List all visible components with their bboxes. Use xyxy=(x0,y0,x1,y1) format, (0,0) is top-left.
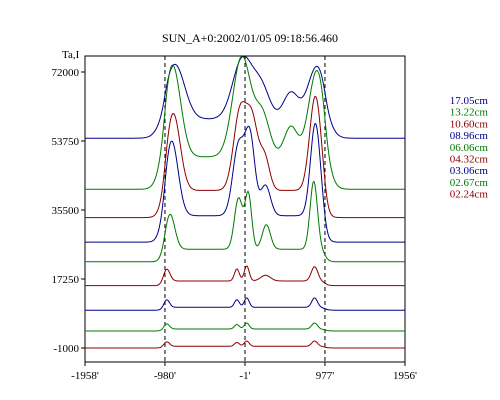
legend-entry-5: 04.32cm xyxy=(450,154,489,166)
legend-entry-0: 17.05cm xyxy=(450,95,489,107)
y-axis-ticks: -1000 17250 35500 53750 72000 xyxy=(52,67,85,355)
series-line-8 xyxy=(85,340,405,349)
series-line-7 xyxy=(85,322,405,332)
x-tick-label-2: -1' xyxy=(239,370,250,382)
x-axis-ticks: -1958' -980' -1' 977' 1956' xyxy=(71,362,417,382)
legend: 17.05cm13.22cm10.60cm08.96cm06.06cm04.32… xyxy=(450,95,489,201)
series-line-5 xyxy=(85,265,405,287)
legend-entry-2: 10.60cm xyxy=(450,118,489,130)
legend-entry-4: 06.06cm xyxy=(450,142,489,154)
x-tick-label-1: -980' xyxy=(154,370,176,382)
series-line-2 xyxy=(85,95,405,219)
y-tick-label-4: 72000 xyxy=(52,67,80,79)
chart-title: SUN_A+0:2002/01/05 09:18:56.460 xyxy=(162,31,338,45)
y-tick-label-3: 53750 xyxy=(52,136,80,148)
y-tick-label-2: 35500 xyxy=(52,205,80,217)
x-tick-label-4: 1956' xyxy=(393,370,417,382)
legend-entry-3: 08.96cm xyxy=(450,130,489,142)
y-tick-label-1: 17250 xyxy=(52,274,80,286)
series-line-3 xyxy=(85,122,405,243)
y-axis-label: Ta,I xyxy=(62,49,80,61)
legend-entry-1: 13.22cm xyxy=(450,107,489,119)
legend-entry-6: 03.06cm xyxy=(450,165,489,177)
series-line-4 xyxy=(85,180,405,263)
legend-entry-8: 02.24cm xyxy=(450,189,489,201)
series-line-1 xyxy=(85,56,405,190)
series-line-6 xyxy=(85,297,405,311)
x-tick-label-0: -1958' xyxy=(71,370,99,382)
y-tick-label-0: -1000 xyxy=(53,343,79,355)
series-line-0 xyxy=(85,56,405,139)
series-lines xyxy=(85,56,405,349)
legend-entry-7: 02.67cm xyxy=(450,177,489,189)
x-tick-label-3: 977' xyxy=(316,370,335,382)
